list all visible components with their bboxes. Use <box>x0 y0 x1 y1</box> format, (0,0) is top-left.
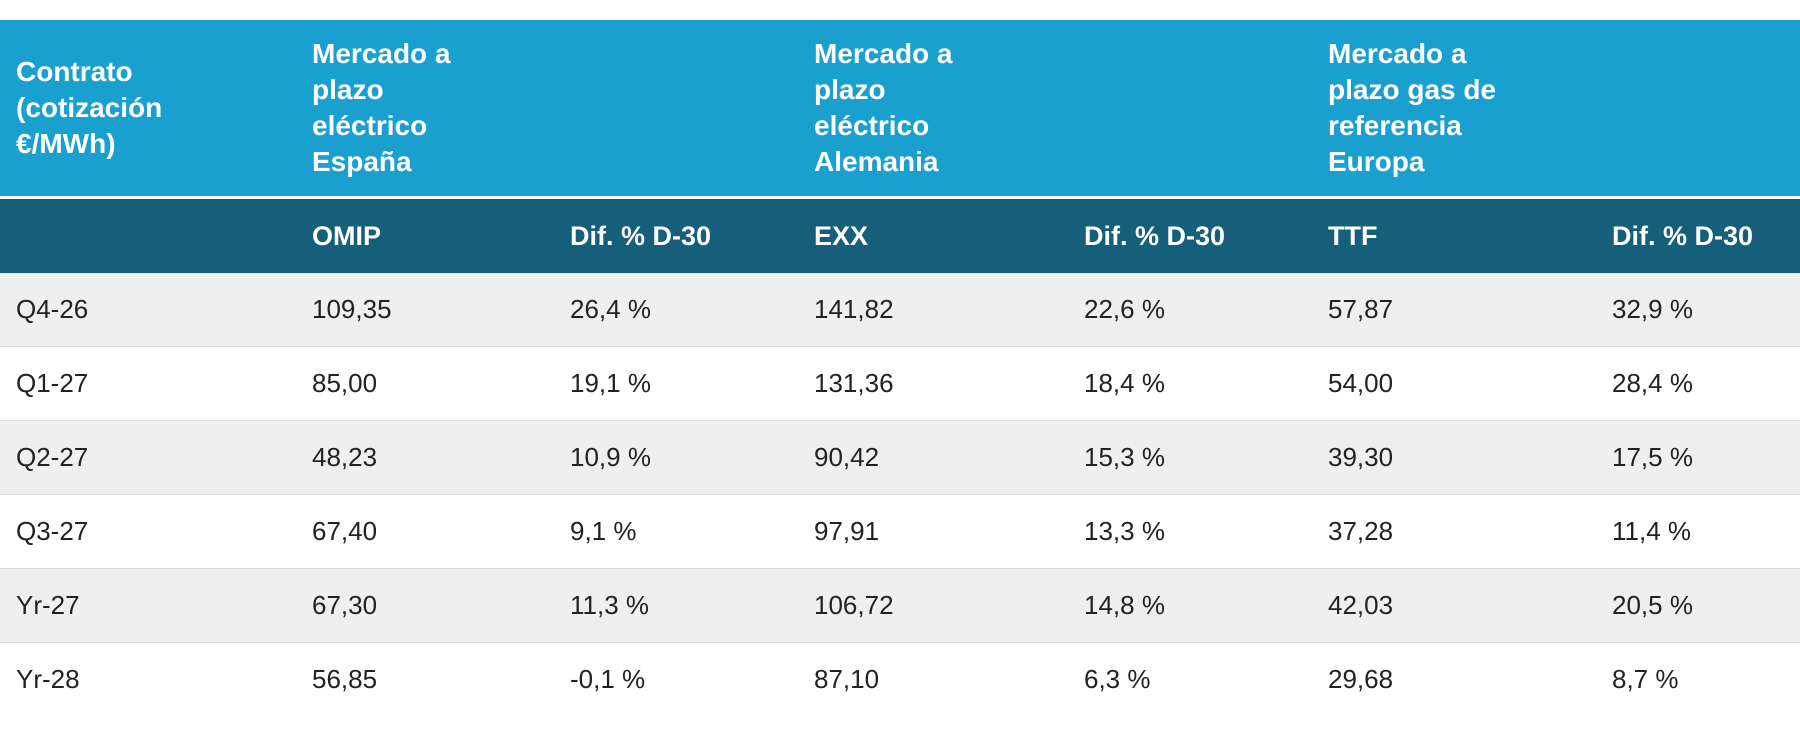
cell-omip: 85,00 <box>296 346 554 421</box>
price-table-container: Contrato (cotización €/MWh) Mercado a pl… <box>0 20 1800 716</box>
cell-exx-dif: 6,3 % <box>1068 642 1312 716</box>
cell-ttf-dif: 28,4 % <box>1596 346 1800 421</box>
cell-omip-dif: 9,1 % <box>554 494 798 569</box>
cell-contract: Q2-27 <box>0 420 296 495</box>
cell-ttf: 54,00 <box>1312 346 1596 421</box>
sub-header-row: OMIP Dif. % D-30 EXX Dif. % D-30 TTF Dif… <box>0 197 1800 273</box>
table-row: Q4-26 109,35 26,4 % 141,82 22,6 % 57,87 … <box>0 273 1800 347</box>
group-header-row: Contrato (cotización €/MWh) Mercado a pl… <box>0 20 1800 199</box>
cell-omip: 67,40 <box>296 494 554 569</box>
cell-omip-dif: 11,3 % <box>554 568 798 643</box>
cell-contract: Yr-28 <box>0 642 296 716</box>
cell-ttf: 37,28 <box>1312 494 1596 569</box>
cell-contract: Q3-27 <box>0 494 296 569</box>
cell-ttf-dif: 11,4 % <box>1596 494 1800 569</box>
cell-exx: 90,42 <box>798 420 1068 495</box>
cell-exx: 97,91 <box>798 494 1068 569</box>
cell-ttf: 39,30 <box>1312 420 1596 495</box>
subheader-ttf: TTF <box>1312 197 1596 273</box>
cell-exx-dif: 14,8 % <box>1068 568 1312 643</box>
cell-contract: Q4-26 <box>0 273 296 347</box>
header-spain-market: Mercado a plazo eléctrico España <box>296 20 798 199</box>
cell-ttf-dif: 32,9 % <box>1596 273 1800 347</box>
cell-exx-dif: 13,3 % <box>1068 494 1312 569</box>
cell-exx: 141,82 <box>798 273 1068 347</box>
cell-omip-dif: 10,9 % <box>554 420 798 495</box>
cell-ttf-dif: 8,7 % <box>1596 642 1800 716</box>
subheader-dif-spain: Dif. % D-30 <box>554 197 798 273</box>
cell-contract: Q1-27 <box>0 346 296 421</box>
cell-omip: 48,23 <box>296 420 554 495</box>
cell-exx-dif: 18,4 % <box>1068 346 1312 421</box>
table-row: Q3-27 67,40 9,1 % 97,91 13,3 % 37,28 11,… <box>0 494 1800 569</box>
table-header: Contrato (cotización €/MWh) Mercado a pl… <box>0 20 1800 273</box>
cell-ttf: 42,03 <box>1312 568 1596 643</box>
table-row: Q1-27 85,00 19,1 % 131,36 18,4 % 54,00 2… <box>0 346 1800 421</box>
table-row: Q2-27 48,23 10,9 % 90,42 15,3 % 39,30 17… <box>0 420 1800 495</box>
cell-ttf: 29,68 <box>1312 642 1596 716</box>
table-body: Q4-26 109,35 26,4 % 141,82 22,6 % 57,87 … <box>0 273 1800 716</box>
subheader-dif-gas: Dif. % D-30 <box>1596 197 1800 273</box>
cell-omip-dif: 26,4 % <box>554 273 798 347</box>
cell-ttf-dif: 20,5 % <box>1596 568 1800 643</box>
header-germany-market: Mercado a plazo eléctrico Alemania <box>798 20 1312 199</box>
table-row: Yr-28 56,85 -0,1 % 87,10 6,3 % 29,68 8,7… <box>0 642 1800 716</box>
subheader-omip: OMIP <box>296 197 554 273</box>
cell-exx: 131,36 <box>798 346 1068 421</box>
subheader-dif-germany: Dif. % D-30 <box>1068 197 1312 273</box>
subheader-exx: EXX <box>798 197 1068 273</box>
cell-omip-dif: -0,1 % <box>554 642 798 716</box>
cell-exx-dif: 22,6 % <box>1068 273 1312 347</box>
forward-market-price-table: Contrato (cotización €/MWh) Mercado a pl… <box>0 20 1800 716</box>
cell-omip-dif: 19,1 % <box>554 346 798 421</box>
cell-omip: 56,85 <box>296 642 554 716</box>
cell-omip: 109,35 <box>296 273 554 347</box>
cell-ttf-dif: 17,5 % <box>1596 420 1800 495</box>
header-contract: Contrato (cotización €/MWh) <box>0 20 296 199</box>
subheader-empty <box>0 197 296 273</box>
cell-exx: 87,10 <box>798 642 1068 716</box>
header-gas-market: Mercado a plazo gas de referencia Europa <box>1312 20 1800 199</box>
cell-exx-dif: 15,3 % <box>1068 420 1312 495</box>
cell-exx: 106,72 <box>798 568 1068 643</box>
table-row: Yr-27 67,30 11,3 % 106,72 14,8 % 42,03 2… <box>0 568 1800 643</box>
cell-ttf: 57,87 <box>1312 273 1596 347</box>
cell-omip: 67,30 <box>296 568 554 643</box>
cell-contract: Yr-27 <box>0 568 296 643</box>
